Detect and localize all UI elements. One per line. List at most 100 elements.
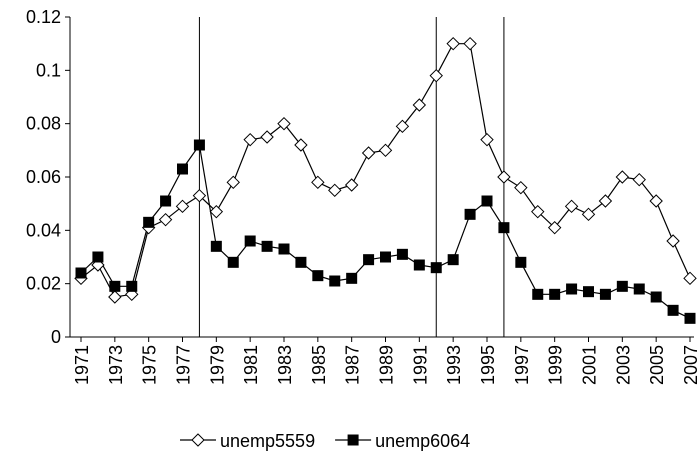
point: [260, 130, 274, 144]
point: [566, 283, 578, 295]
point: [109, 280, 121, 292]
point: [227, 256, 239, 268]
point: [160, 195, 172, 207]
y-tick-label: 0.1: [36, 60, 61, 80]
point: [92, 251, 104, 263]
point: [412, 98, 427, 112]
point: [599, 288, 611, 300]
point: [312, 270, 324, 282]
point: [564, 199, 579, 214]
point: [143, 216, 155, 228]
point: [447, 254, 459, 266]
point: [277, 116, 291, 131]
x-tick-label: 1975: [140, 345, 160, 385]
point: [616, 280, 628, 292]
point: [125, 287, 139, 302]
point: [581, 207, 596, 222]
point: [531, 204, 545, 219]
point: [532, 288, 544, 300]
point: [480, 132, 494, 147]
y-tick-label: 0.12: [26, 7, 61, 27]
point: [344, 178, 359, 192]
point: [413, 259, 425, 271]
x-tick-label: 1987: [343, 345, 363, 385]
x-tick-label: 1983: [275, 345, 295, 385]
point: [243, 132, 257, 147]
point: [514, 180, 528, 195]
legend-label: unemp5559: [220, 431, 315, 451]
point: [158, 212, 173, 227]
y-tick-label: 0: [51, 327, 61, 347]
x-tick-label: 1981: [241, 345, 261, 385]
point: [311, 175, 325, 190]
point: [633, 283, 645, 295]
point: [378, 143, 393, 158]
x-tick-label: 1993: [444, 345, 464, 385]
point: [396, 248, 408, 260]
point: [380, 251, 391, 263]
point: [446, 36, 460, 51]
point: [108, 290, 122, 304]
point: [363, 254, 375, 266]
x-tick-label: 1991: [410, 345, 430, 385]
legend-marker: [347, 434, 359, 446]
point: [649, 194, 663, 208]
y-tick-label: 0.02: [26, 274, 61, 294]
point: [666, 234, 680, 248]
point: [481, 195, 493, 207]
point: [329, 275, 341, 287]
point: [210, 240, 222, 252]
x-tick-label: 2007: [681, 345, 697, 385]
point: [515, 256, 527, 268]
x-tick-label: 1999: [546, 345, 566, 385]
x-tick-label: 1973: [106, 345, 126, 385]
x-tick-label: 1977: [174, 345, 194, 385]
x-tick-label: 1979: [207, 345, 227, 385]
point: [598, 194, 613, 208]
point: [295, 256, 307, 268]
point: [395, 119, 410, 134]
legend-label: unemp6064: [375, 431, 470, 451]
legend-marker: [191, 433, 205, 447]
point: [429, 68, 443, 83]
point: [244, 235, 256, 247]
point: [463, 36, 477, 51]
point: [177, 163, 188, 175]
point: [464, 208, 476, 220]
point: [278, 243, 290, 255]
point: [497, 170, 511, 184]
point: [294, 138, 308, 152]
point: [193, 139, 205, 151]
point: [498, 222, 510, 234]
x-tick-label: 1985: [309, 345, 329, 385]
point: [667, 304, 679, 316]
point: [192, 188, 207, 203]
point: [226, 175, 240, 190]
x-tick-label: 2005: [647, 345, 667, 385]
point: [583, 286, 594, 298]
y-tick-label: 0.06: [26, 167, 61, 187]
point: [209, 204, 224, 219]
point: [328, 183, 342, 198]
point: [361, 146, 376, 160]
point: [684, 312, 696, 324]
point: [126, 280, 138, 292]
x-tick-label: 2003: [613, 345, 633, 385]
y-tick-label: 0.08: [26, 114, 61, 134]
x-tick-label: 1997: [512, 345, 532, 385]
x-tick-label: 1989: [377, 345, 397, 385]
point: [632, 172, 646, 187]
point: [346, 272, 358, 284]
y-tick-label: 0.04: [26, 220, 61, 240]
point: [549, 288, 561, 300]
point: [75, 267, 87, 279]
point: [175, 199, 190, 214]
x-tick-label: 1971: [72, 345, 92, 385]
series-line: [80, 143, 691, 319]
point: [650, 291, 662, 303]
point: [615, 170, 630, 184]
point: [683, 271, 697, 286]
point: [430, 262, 442, 274]
x-tick-label: 2001: [580, 345, 600, 385]
